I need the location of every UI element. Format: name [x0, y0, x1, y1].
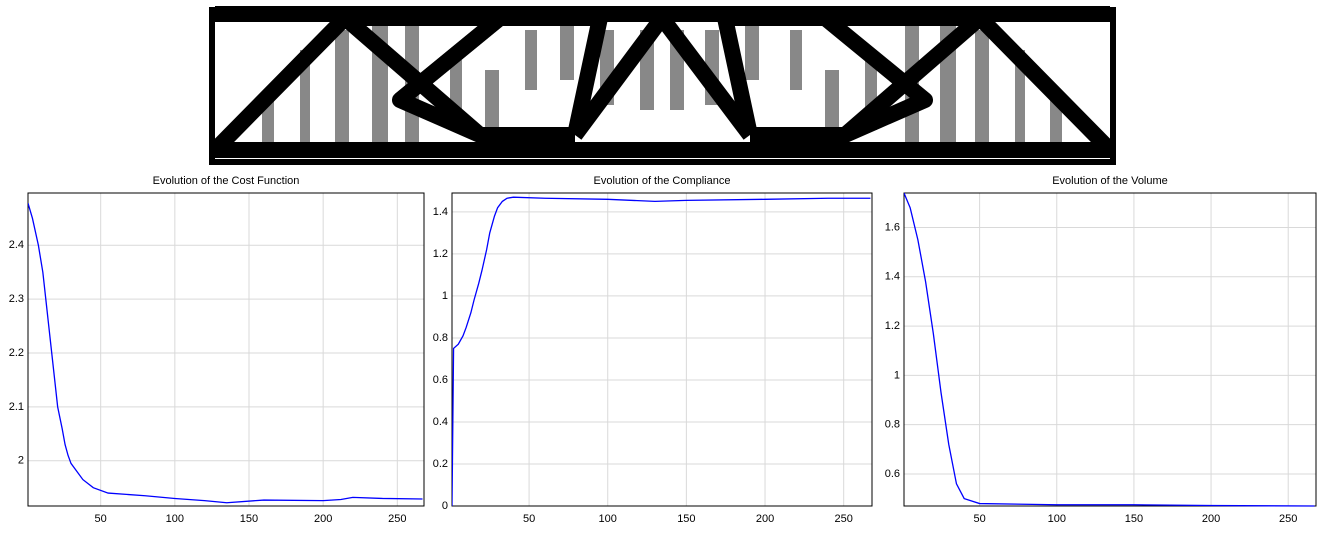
x-tick-label: 100	[166, 513, 184, 525]
y-tick-label: 1.2	[433, 248, 448, 260]
x-tick-label: 150	[677, 513, 695, 525]
y-tick-label: 0.4	[433, 416, 448, 428]
y-tick-label: 1	[442, 290, 448, 302]
y-tick-label: 2	[18, 455, 24, 467]
y-tick-label: 1	[894, 369, 900, 381]
y-tick-label: 2.3	[9, 293, 24, 305]
figure: Evolution of the Cost Function5010015020…	[0, 0, 1317, 528]
plot-frame	[452, 193, 872, 506]
x-tick-label: 200	[314, 513, 332, 525]
data-line	[452, 197, 870, 506]
x-tick-label: 200	[756, 513, 774, 525]
x-tick-label: 100	[1048, 513, 1066, 525]
data-line	[904, 193, 1314, 506]
y-tick-label: 2.2	[9, 347, 24, 359]
x-tick-label: 50	[523, 513, 535, 525]
x-tick-label: 150	[1125, 513, 1143, 525]
x-tick-label: 150	[240, 513, 258, 525]
page: Evolution of the Cost Function5010015020…	[0, 0, 1317, 533]
y-tick-label: 0.6	[433, 374, 448, 386]
y-tick-label: 0.6	[885, 468, 900, 480]
x-tick-label: 100	[599, 513, 617, 525]
chart-title: Evolution of the Cost Function	[153, 175, 300, 187]
x-tick-label: 50	[973, 513, 985, 525]
y-tick-label: 0.8	[433, 332, 448, 344]
structure-image	[212, 10, 1113, 162]
plot-area	[452, 197, 870, 506]
y-tick-label: 0.2	[433, 458, 448, 470]
y-tick-label: 1.6	[885, 221, 900, 233]
y-tick-label: 2.4	[9, 239, 24, 251]
chart-title: Evolution of the Compliance	[594, 175, 731, 187]
x-tick-label: 50	[95, 513, 107, 525]
y-tick-label: 1.4	[885, 271, 900, 283]
plot-frame	[28, 193, 424, 506]
y-tick-label: 1.4	[433, 206, 448, 218]
chart-title: Evolution of the Volume	[1052, 175, 1168, 187]
y-tick-label: 0.8	[885, 419, 900, 431]
plot-frame	[904, 193, 1316, 506]
plot-area	[904, 193, 1314, 506]
x-tick-label: 250	[388, 513, 406, 525]
x-tick-label: 200	[1202, 513, 1220, 525]
y-tick-label: 1.2	[885, 320, 900, 332]
y-tick-label: 2.1	[9, 401, 24, 413]
x-tick-label: 250	[835, 513, 853, 525]
x-tick-label: 250	[1279, 513, 1297, 525]
y-tick-label: 0	[442, 500, 448, 512]
